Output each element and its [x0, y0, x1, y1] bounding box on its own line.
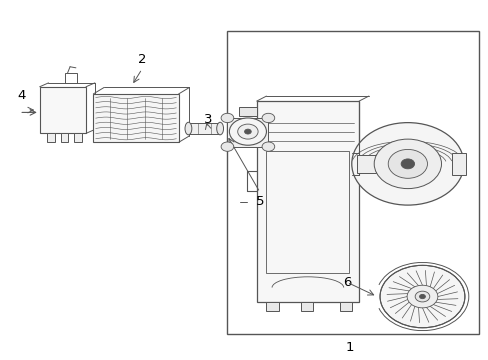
Circle shape	[379, 265, 464, 328]
Circle shape	[262, 142, 274, 151]
Circle shape	[387, 149, 427, 178]
Bar	[266, 151, 348, 273]
Bar	[93, 94, 178, 142]
Ellipse shape	[216, 122, 223, 135]
Text: 1: 1	[345, 341, 353, 354]
Bar	[227, 118, 268, 147]
Bar	[40, 87, 86, 134]
Bar	[339, 302, 351, 311]
Bar	[188, 123, 220, 134]
Text: 3: 3	[203, 113, 212, 126]
Bar	[74, 134, 82, 142]
Bar	[300, 302, 312, 311]
Text: 6: 6	[342, 276, 350, 289]
Circle shape	[221, 142, 233, 151]
Circle shape	[414, 291, 429, 302]
Bar	[451, 153, 466, 175]
Bar	[47, 134, 55, 142]
Text: 5: 5	[255, 195, 264, 208]
Circle shape	[400, 159, 414, 169]
Bar	[266, 302, 278, 311]
Circle shape	[229, 118, 266, 145]
Circle shape	[419, 294, 425, 299]
Bar	[256, 101, 358, 302]
Text: 4: 4	[17, 89, 25, 102]
Circle shape	[244, 129, 251, 134]
Bar	[239, 107, 256, 116]
Bar	[61, 134, 68, 142]
Ellipse shape	[184, 122, 191, 135]
Bar	[65, 73, 77, 83]
Circle shape	[351, 123, 463, 205]
Circle shape	[407, 285, 437, 308]
Circle shape	[373, 139, 441, 189]
Text: 2: 2	[138, 53, 146, 66]
Bar	[227, 31, 478, 334]
Circle shape	[262, 113, 274, 123]
Circle shape	[221, 113, 233, 123]
Bar	[356, 155, 375, 173]
Circle shape	[237, 124, 258, 139]
